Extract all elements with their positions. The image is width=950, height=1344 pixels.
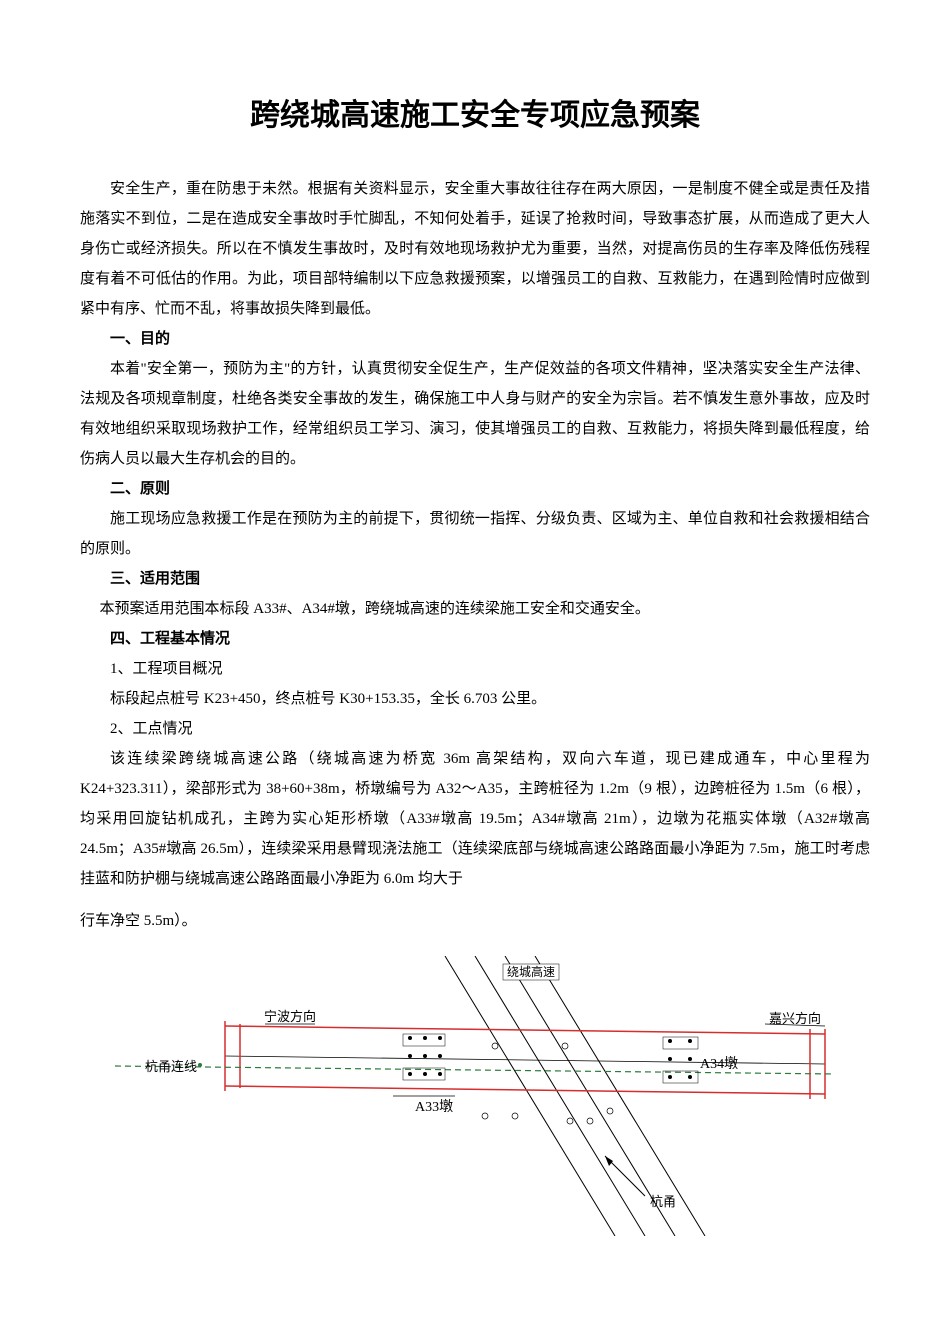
section-2-content: 施工现场应急救援工作是在预防为主的前提下，贯彻统一指挥、分级负责、区域为主、单位… bbox=[80, 504, 870, 564]
section-3-content: 本预案适用范围本标段 A33#、A34#墩，跨绕城高速的连续梁施工安全和交通安全… bbox=[80, 594, 870, 624]
intro-paragraph: 安全生产，重在防患于未然。根据有关资料显示，安全重大事故往往存在两大原因，一是制… bbox=[80, 174, 870, 324]
section-4-heading: 四、工程基本情况 bbox=[80, 624, 870, 654]
section-4-sub1-content: 标段起点桩号 K23+450，终点桩号 K30+153.35，全长 6.703 … bbox=[80, 684, 870, 714]
section-3-heading: 三、适用范围 bbox=[80, 564, 870, 594]
page-title: 跨绕城高速施工安全专项应急预案 bbox=[80, 90, 870, 134]
section-4-sub2-content: 该连续梁跨绕城高速公路（绕城高速为桥宽 36m 高架结构，双向六车道，现已建成通… bbox=[80, 744, 870, 894]
label-pier-a34: A34墩 bbox=[700, 1056, 738, 1072]
site-diagram: 绕城高速 宁波方向 嘉兴方向 杭甬连线 A33墩 A34墩 杭甬 bbox=[115, 956, 835, 1236]
label-top: 绕城高速 bbox=[507, 964, 555, 979]
section-2-heading: 二、原则 bbox=[80, 474, 870, 504]
section-4-sub2-content-line2: 行车净空 5.5m）。 bbox=[80, 906, 870, 936]
label-left-direction: 宁波方向 bbox=[264, 1009, 316, 1024]
section-4-sub1-heading: 1、工程项目概况 bbox=[80, 654, 870, 684]
label-left-line: 杭甬连线 bbox=[145, 1059, 197, 1074]
section-4-sub2-heading: 2、工点情况 bbox=[80, 714, 870, 744]
section-1-heading: 一、目的 bbox=[80, 324, 870, 354]
label-pier-a33: A33墩 bbox=[415, 1099, 453, 1115]
section-1-content: 本着"安全第一，预防为主"的方针，认真贯彻安全促生产，生产促效益的各项文件精神，… bbox=[80, 354, 870, 474]
diagram-container: 绕城高速 宁波方向 嘉兴方向 杭甬连线 A33墩 A34墩 杭甬 bbox=[80, 956, 870, 1236]
label-bottom-right: 杭甬 bbox=[650, 1194, 676, 1209]
label-right-direction: 嘉兴方向 bbox=[769, 1011, 821, 1026]
